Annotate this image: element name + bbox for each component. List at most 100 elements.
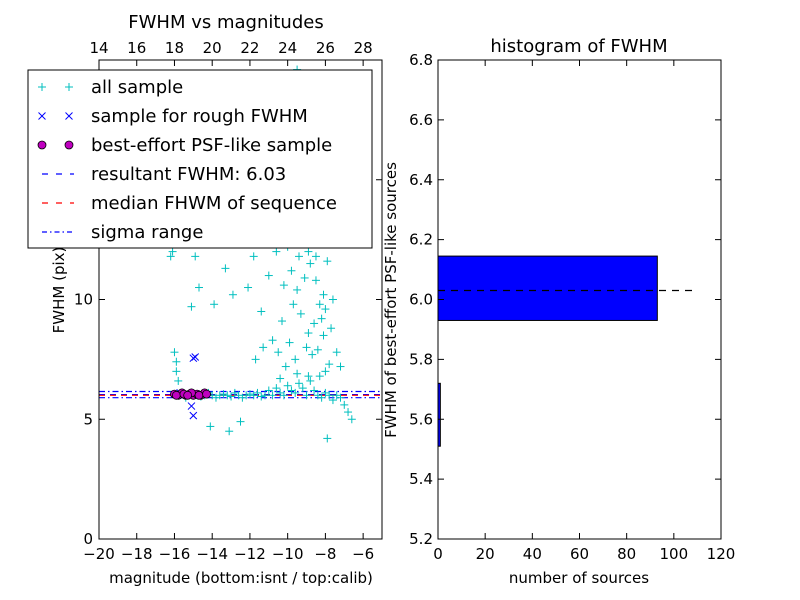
legend-label: all sample (91, 77, 183, 98)
legend-entry: best-effort PSF-like sample (37, 135, 332, 156)
data-point (289, 300, 298, 309)
data-point (251, 355, 260, 364)
x-top-tick-label: 28 (354, 39, 373, 57)
series-rough (176, 353, 207, 420)
legend-entry: resultant FWHM: 6.03 (42, 164, 286, 185)
data-point (328, 396, 337, 405)
data-point (300, 273, 309, 282)
data-point (191, 252, 200, 261)
data-point (279, 281, 288, 290)
x-top-tick-label: 18 (165, 39, 184, 57)
data-point (344, 408, 353, 417)
x-top-tick-label: 16 (127, 39, 146, 57)
x-tick-label: 20 (476, 545, 495, 563)
x-tick-label: −16 (159, 545, 191, 563)
data-point (202, 389, 211, 399)
right-x-axis: 0 20 40 60 80 100 120 (433, 60, 735, 563)
data-point (183, 390, 193, 400)
right-plot-area (437, 255, 698, 447)
data-point (257, 392, 266, 401)
data-point (294, 379, 303, 388)
y-tick-label: 5.2 (409, 530, 433, 548)
data-point (325, 360, 334, 369)
histogram-bar (437, 255, 658, 321)
data-point (285, 338, 294, 347)
legend-label: sigma range (91, 222, 203, 243)
data-point (225, 427, 234, 436)
right-x-axis-label: number of sources (509, 569, 649, 587)
y-tick-label: 6.8 (409, 51, 433, 69)
data-point (304, 329, 313, 338)
left-top-axis: 14 16 18 20 22 24 26 28 (89, 39, 373, 66)
data-point (206, 422, 215, 431)
data-point (327, 324, 336, 333)
y-tick-label: 10 (74, 291, 93, 309)
data-point (171, 390, 181, 400)
y-tick-label: 6.0 (409, 291, 433, 309)
data-point (191, 353, 200, 361)
data-point (321, 305, 330, 314)
data-point (291, 355, 300, 364)
data-point (323, 434, 332, 443)
x-tick-label: 100 (660, 545, 689, 563)
data-point (194, 390, 204, 400)
data-point (302, 343, 311, 352)
data-point (236, 417, 245, 426)
data-point (166, 252, 175, 261)
data-point (310, 319, 319, 328)
x-top-tick-label: 24 (278, 39, 297, 57)
data-point (264, 271, 273, 280)
data-point (293, 369, 302, 378)
data-point (276, 374, 285, 383)
left-y-axis-label: FWHM (pix) (50, 247, 68, 334)
data-point (321, 367, 330, 376)
legend-box (27, 69, 373, 249)
data-point (174, 376, 183, 385)
x-tick-label: −20 (83, 545, 115, 563)
data-point (293, 285, 302, 294)
data-point (274, 348, 283, 357)
data-point (187, 402, 196, 410)
y-tick-label: 5.6 (409, 410, 433, 428)
y-tick-label: 6.2 (409, 231, 433, 249)
x-tick-label: −6 (352, 545, 374, 563)
data-point (306, 376, 315, 385)
left-chart-title: FWHM vs magnitudes (128, 12, 323, 33)
data-point (311, 252, 320, 261)
legend-entry: sample for rough FWHM (38, 106, 308, 127)
legend-entry: all sample (38, 77, 183, 98)
data-point (298, 384, 307, 393)
x-tick-label: −12 (234, 545, 266, 563)
x-tick-label: −14 (196, 545, 228, 563)
y-tick-label: 5.4 (409, 470, 433, 488)
x-top-tick-label: 22 (240, 39, 259, 57)
legend-label: resultant FWHM: 6.03 (91, 164, 286, 185)
x-tick-label: 60 (570, 545, 589, 563)
data-point (187, 302, 196, 311)
right-chart-title: histogram of FWHM (490, 36, 667, 57)
x-tick-label: −18 (121, 545, 153, 563)
data-point (257, 307, 266, 316)
data-point (194, 283, 203, 292)
data-point (278, 317, 287, 326)
series-best (170, 388, 211, 400)
data-point (332, 348, 341, 357)
data-point (328, 295, 337, 304)
x-tick-label: 40 (523, 545, 542, 563)
data-point (253, 388, 262, 397)
data-point (323, 257, 332, 266)
legend-entry: median FHWM of sequence (42, 193, 337, 214)
data-point (319, 331, 328, 340)
data-point (347, 415, 356, 424)
data-point (340, 400, 349, 409)
data-point (281, 362, 290, 371)
x-tick-label: 0 (433, 545, 443, 563)
y-tick-label: 0 (83, 530, 93, 548)
legend-marker (64, 140, 74, 150)
x-top-tick-label: 20 (203, 39, 222, 57)
data-point (219, 390, 228, 399)
data-point (189, 411, 198, 420)
data-point (215, 391, 224, 400)
legend-marker (38, 112, 46, 120)
